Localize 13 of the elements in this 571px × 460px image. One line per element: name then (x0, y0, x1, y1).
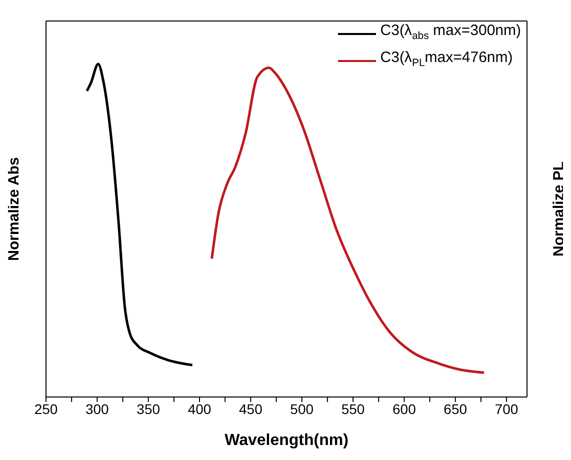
x-tick-label: 550 (341, 400, 365, 417)
x-tick-label: 350 (136, 400, 160, 417)
x-tick-label: 500 (290, 400, 314, 417)
x-tick-label: 300 (85, 400, 110, 417)
x-tick-label: 450 (239, 400, 263, 417)
x-tick-label: 650 (444, 400, 468, 417)
x-tick-label: 400 (188, 400, 212, 417)
x-tick-label: 250 (34, 400, 58, 417)
x-tick-label: 600 (392, 400, 416, 417)
legend-label: C3(λ$_{abs}$ max=300nm) (380, 21, 521, 44)
x-axis-title: Wavelength(nm) (224, 432, 348, 449)
legend-label: C3(λ$_{PL}$max=476nm) (380, 48, 513, 71)
x-tick-label: 700 (494, 400, 518, 417)
